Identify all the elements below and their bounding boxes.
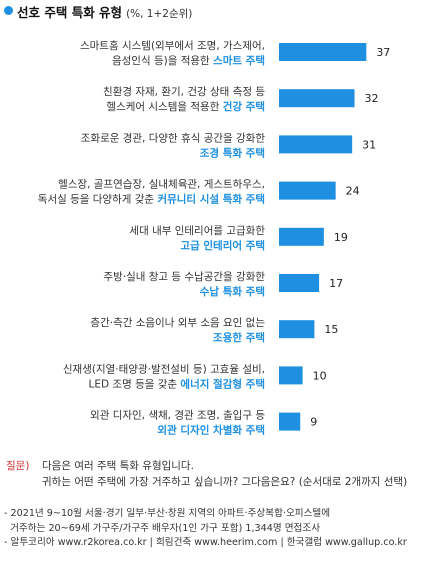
category-label-1-line-1: 스마트홈 시스템(외부에서 조명, 가스제어, — [80, 39, 265, 52]
category-label-4-line-1: 헬스장, 골프연습장, 실내체육관, 게스트하우스, — [58, 178, 265, 191]
category-label-9-line-2: 외관 디자인 차별화 주택 — [157, 424, 265, 437]
category-label-5-line-2: 고급 인테리어 주택 — [180, 239, 265, 252]
bullet-dot-icon — [4, 6, 13, 15]
category-label-text: 조화로운 경관, 다양한 휴식 공간을 강화한 — [81, 131, 266, 144]
footnote-line-2: 거주하는 20~69세 가구주/가구주 배우자(1인 가구 포함) 1,344명… — [4, 522, 321, 534]
category-label-text: 독서실 등을 다양하게 갖춘 — [38, 193, 158, 206]
footnote-line-3: - 알투코리아 www.r2korea.co.kr | 희림건축 www.hee… — [4, 537, 407, 548]
category-label-3-line-1: 조화로운 경관, 다양한 휴식 공간을 강화한 — [81, 131, 266, 144]
category-highlight-text: 에너지 절감형 주택 — [180, 377, 265, 390]
question-line-2: 귀하는 어떤 주택에 가장 거주하고 싶습니까? 그다음은요? (순서대로 2개… — [42, 476, 408, 488]
footnote-line-1: - 2021년 9~10월 서울·경기 일부·부산·창원 지역의 아파트·주상복… — [4, 508, 331, 519]
bar-chart: 37 스마트홈 시스템(외부에서 조명, 가스제어, 음성인식 등)을 적용한 스마… — [38, 39, 391, 437]
bar-value-label-2: 32 — [365, 92, 379, 105]
category-label-5-line-1: 세대 내부 인테리어를 고급화한 — [129, 225, 265, 237]
category-highlight-text: 외관 디자인 차별화 주택 — [157, 424, 265, 437]
category-label-7-line-1: 층간·측간 소음이나 외부 소음 요인 없는 — [90, 316, 265, 329]
category-label-text: 주방·실내 창고 등 수납공간을 강화한 — [103, 271, 265, 283]
bar-3 — [279, 135, 353, 154]
category-label-text: 스마트홈 시스템(외부에서 조명, 가스제어, — [80, 39, 265, 52]
category-label-8-line-1: 신재생(지열·태양광·발전설비 등) 고효율 설비, — [63, 363, 265, 375]
category-label-text: 헬스케어 시스템을 적용한 — [106, 101, 222, 113]
category-label-text: LED 조명 등을 갖춘 — [89, 378, 181, 390]
bar-2 — [279, 89, 355, 108]
bar-7 — [279, 320, 315, 339]
chart-subtitle: (%, 1+2순위) — [126, 8, 193, 20]
footnotes: - 2021년 9~10월 서울·경기 일부·부산·창원 지역의 아파트·주상복… — [4, 507, 446, 551]
category-highlight-text: 조용한 주택 — [213, 331, 265, 344]
category-label-1-line-2: 음성인식 등)을 적용한 스마트 주택 — [112, 54, 265, 67]
category-label-text: 헬스장, 골프연습장, 실내체육관, 게스트하우스, — [58, 178, 265, 191]
category-label-8-line-2: LED 조명 등을 갖춘 에너지 절감형 주택 — [89, 377, 265, 390]
bar-8 — [279, 366, 303, 385]
category-highlight-text: 건강 주택 — [223, 100, 265, 113]
category-label-text: 신재생(지열·태양광·발전설비 등) 고효율 설비, — [63, 363, 265, 375]
category-label-4-line-2: 독서실 등을 다양하게 갖춘 커뮤니티 시설 특화 주택 — [38, 193, 265, 206]
category-label-6-line-2: 수납 특화 주택 — [200, 285, 265, 298]
category-label-7-line-2: 조용한 주택 — [213, 331, 265, 344]
category-highlight-text: 고급 인테리어 주택 — [180, 239, 265, 252]
bar-value-label-1: 37 — [376, 46, 390, 59]
bar-9 — [279, 412, 301, 431]
category-label-9-line-1: 외관 디자인, 색채, 경관 조명, 출입구 등 — [90, 409, 265, 422]
category-label-2-line-1: 친환경 자재, 환기, 건강 상태 측정 등 — [103, 85, 265, 98]
question-line-1: 다음은 여러 주택 특화 유형입니다. — [42, 460, 194, 472]
category-label-text: 음성인식 등)을 적용한 — [112, 55, 213, 67]
bar-value-label-5: 19 — [334, 231, 348, 244]
category-label-3-line-2: 조경 특화 주택 — [200, 146, 265, 159]
category-label-2-line-2: 헬스케어 시스템을 적용한 건강 주택 — [106, 100, 265, 113]
chart-title: 선호 주택 특화 유형 (%, 1+2순위) — [17, 5, 193, 20]
category-highlight-text: 조경 특화 주택 — [200, 146, 265, 159]
chart-header: 선호 주택 특화 유형 (%, 1+2순위) — [0, 0, 448, 22]
category-highlight-text: 스마트 주택 — [213, 54, 265, 67]
category-label-text: 외관 디자인, 색채, 경관 조명, 출입구 등 — [90, 409, 265, 422]
bar-value-label-7: 15 — [324, 323, 338, 336]
bar-value-label-4: 24 — [346, 185, 360, 198]
bar-4 — [279, 181, 336, 200]
bar-6 — [279, 274, 320, 292]
category-label-text: 친환경 자재, 환기, 건강 상태 측정 등 — [103, 85, 265, 98]
bar-value-label-9: 9 — [310, 416, 317, 429]
category-label-text: 층간·측간 소음이나 외부 소음 요인 없는 — [90, 316, 265, 329]
category-label-6-line-1: 주방·실내 창고 등 수납공간을 강화한 — [103, 271, 265, 283]
category-label-text: 세대 내부 인테리어를 고급화한 — [129, 225, 265, 237]
bar-1 — [279, 43, 367, 61]
bar-value-label-6: 17 — [329, 277, 343, 290]
bar-5 — [279, 227, 324, 246]
question-tag: 질문) — [6, 460, 30, 472]
bar-value-label-3: 31 — [362, 138, 376, 151]
category-highlight-text: 수납 특화 주택 — [200, 285, 265, 298]
category-highlight-text: 커뮤니티 시설 특화 주택 — [157, 193, 265, 206]
bar-value-label-8: 10 — [313, 369, 327, 382]
